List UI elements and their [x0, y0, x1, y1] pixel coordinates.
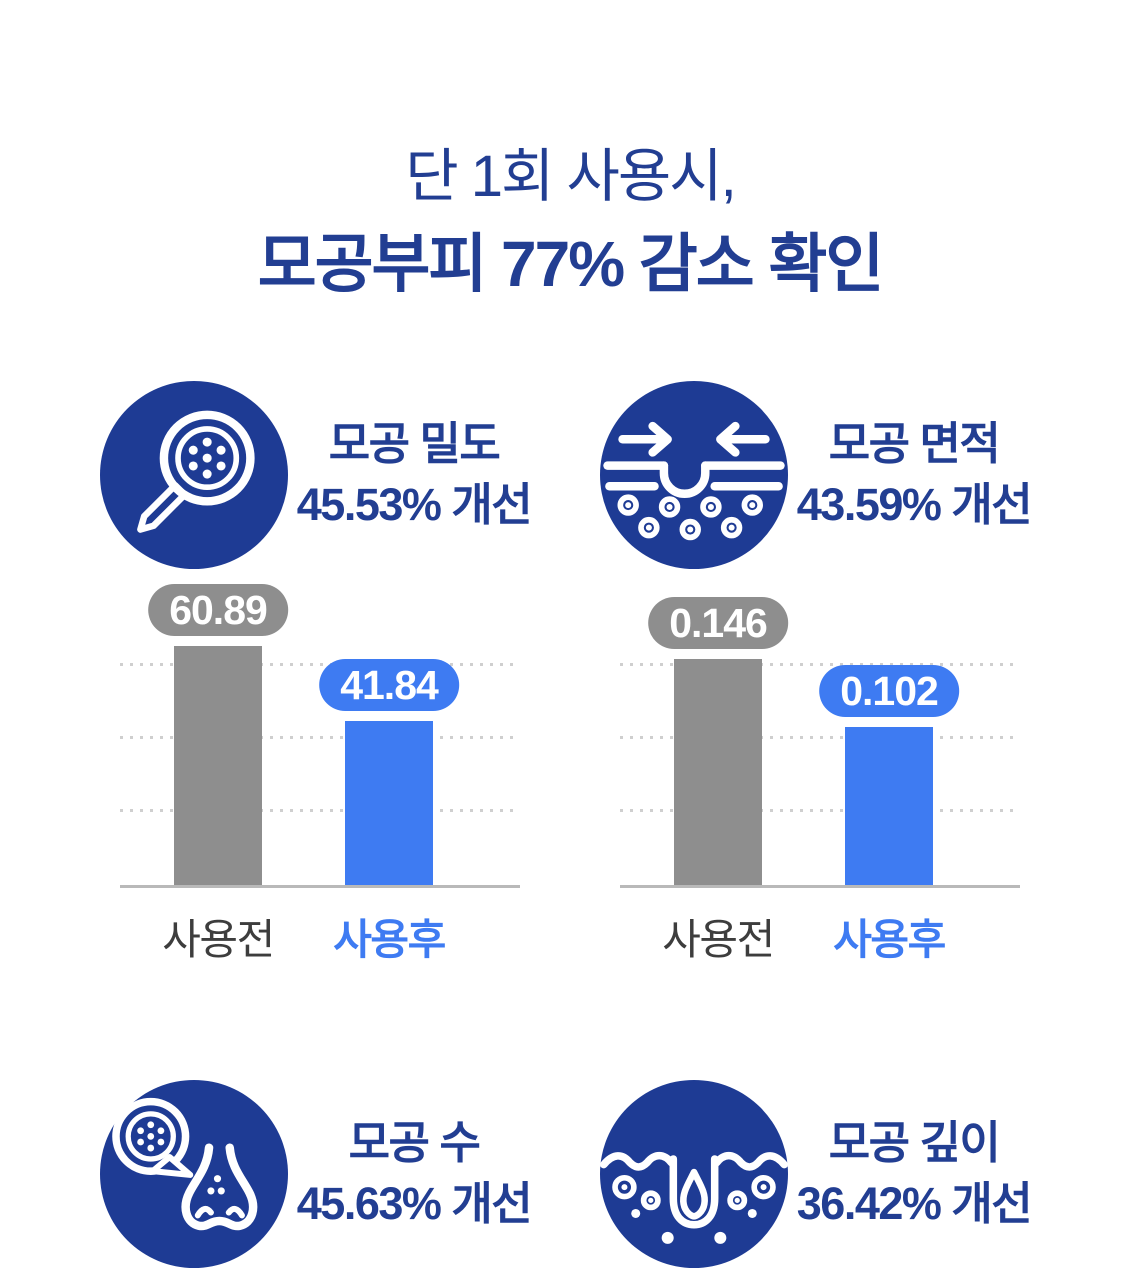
- feature-title: 모공 깊이: [828, 1117, 1001, 1169]
- feature-improvement: 36.42% 개선: [796, 1178, 1033, 1230]
- gridline: [620, 736, 1020, 740]
- pore-depth-sebum-drop-icon: [600, 1080, 788, 1269]
- pore-area-shrink-icon: [600, 381, 788, 570]
- feature-pore-density: 모공 밀도 45.53% 개선: [100, 381, 540, 570]
- gridline: [120, 736, 520, 740]
- plot-area: 0.146 0.102: [620, 591, 1020, 889]
- charts-row: 60.89 41.84 사용전 사용후 0.146: [0, 584, 1140, 963]
- value-badge-after: 0.102: [819, 665, 959, 718]
- feature-title: 모공 밀도: [328, 418, 501, 470]
- axis-label-before: 사용전: [662, 916, 775, 964]
- bar-after: [845, 727, 933, 886]
- title-line-1: 단 1회 사용시,: [405, 144, 736, 209]
- bar-chart-pore-density: 60.89 41.84 사용전 사용후: [100, 584, 540, 963]
- axis-label-before: 사용전: [162, 916, 275, 964]
- axis-label-after: 사용후: [833, 916, 946, 964]
- gridline: [620, 663, 1020, 667]
- feature-label-pore-area: 모공 면적 43.59% 개선: [788, 414, 1040, 536]
- features-row-bottom: 모공 수 45.63% 개선: [0, 1080, 1140, 1269]
- plot-area: 60.89 41.84: [120, 584, 520, 889]
- value-badge-before: 60.89: [148, 584, 288, 637]
- title-block: 단 1회 사용시, 모공부피 77% 감소 확인: [0, 0, 1140, 301]
- feature-improvement: 45.63% 개선: [296, 1178, 533, 1230]
- feature-pore-count: 모공 수 45.63% 개선: [100, 1080, 540, 1269]
- title-line-2: 모공부피 77% 감소 확인: [257, 227, 884, 300]
- feature-pore-area: 모공 면적 43.59% 개선: [600, 381, 1040, 570]
- feature-label-pore-density: 모공 밀도 45.53% 개선: [288, 414, 540, 536]
- feature-improvement: 45.53% 개선: [296, 479, 533, 531]
- value-badge-after: 41.84: [319, 659, 459, 712]
- feature-title: 모공 수: [348, 1117, 481, 1169]
- magnifying-glass-pores-icon: [100, 381, 288, 570]
- bar-before: [174, 646, 262, 886]
- x-axis-labels: 사용전 사용후: [620, 888, 1020, 963]
- bar-chart-pore-area: 0.146 0.102 사용전 사용후: [600, 591, 1040, 963]
- x-axis-labels: 사용전 사용후: [120, 888, 520, 963]
- feature-label-pore-count: 모공 수 45.63% 개선: [288, 1113, 540, 1235]
- axis-label-after: 사용후: [333, 916, 446, 964]
- feature-improvement: 43.59% 개선: [796, 479, 1033, 531]
- feature-title: 모공 면적: [828, 418, 1001, 470]
- feature-pore-depth: 모공 깊이 36.42% 개선: [600, 1080, 1040, 1269]
- feature-label-pore-depth: 모공 깊이 36.42% 개선: [788, 1113, 1040, 1235]
- gridline: [120, 809, 520, 813]
- nose-pore-count-icon: [100, 1080, 288, 1269]
- gridline: [120, 663, 520, 667]
- gridline: [620, 809, 1020, 813]
- bar-after: [345, 721, 433, 886]
- value-badge-before: 0.146: [648, 597, 788, 650]
- features-row-top: 모공 밀도 45.53% 개선: [0, 381, 1140, 570]
- bar-before: [674, 659, 762, 886]
